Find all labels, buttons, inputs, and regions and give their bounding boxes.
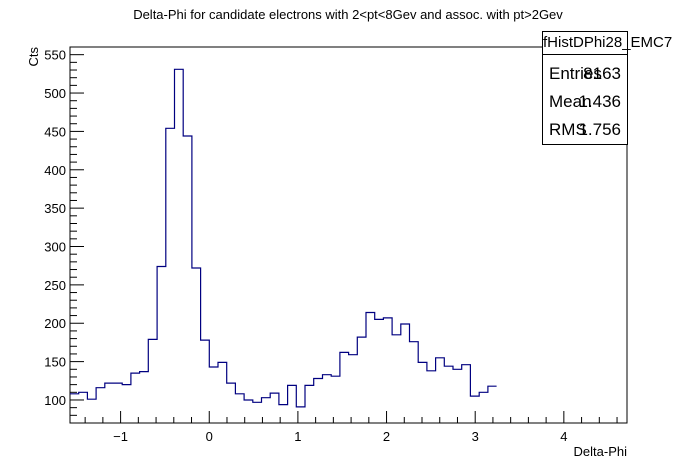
x-tick-label: 2 [383,429,390,444]
x-tick-label: 0 [206,429,213,444]
y-tick-label: 450 [44,124,66,139]
y-axis: 100 150 200 250 300 350 400 450 500 550 [44,46,84,424]
x-axis: −1 0 1 2 3 4 [84,411,618,444]
y-tick-label: 150 [44,355,66,370]
plot-frame [69,46,628,424]
stats-entries-value: 8163 [583,64,621,83]
stats-rms-row: RMS 1.756 [549,116,621,144]
stats-mean-label: Mean [549,92,592,111]
stats-entries-label: Entries [549,64,602,83]
x-tick-label: 3 [472,429,479,444]
stats-rms-value: 1.756 [578,120,621,139]
stats-mean-row: Mean 1.436 [549,88,621,116]
stats-mean-value: 1.436 [578,92,621,111]
y-axis-label: Cts [26,47,41,67]
y-tick-label: 500 [44,86,66,101]
chart-title: Delta-Phi for candidate electrons with 2… [133,7,563,22]
y-tick-label: 250 [44,278,66,293]
histogram-series [70,68,497,408]
y-tick-label: 300 [44,240,66,255]
x-axis-label: Delta-Phi [574,444,628,459]
y-tick-label: 550 [44,48,66,63]
stats-histogram-name: fHistDPhi28_EMC7 [543,32,672,55]
y-tick-label: 200 [44,316,66,331]
stats-entries-row: Entries 8163 [549,60,621,88]
stats-box: fHistDPhi28_EMC7 Entries 8163 Mean 1.436… [542,31,672,145]
y-tick-label: 100 [44,393,66,408]
y-tick-label: 400 [44,163,66,178]
x-tick-label: 1 [294,429,301,444]
x-tick-label: 4 [560,429,567,444]
x-tick-label: −1 [113,429,128,444]
stats-rms-label: RMS [549,120,587,139]
y-tick-label: 350 [44,201,66,216]
